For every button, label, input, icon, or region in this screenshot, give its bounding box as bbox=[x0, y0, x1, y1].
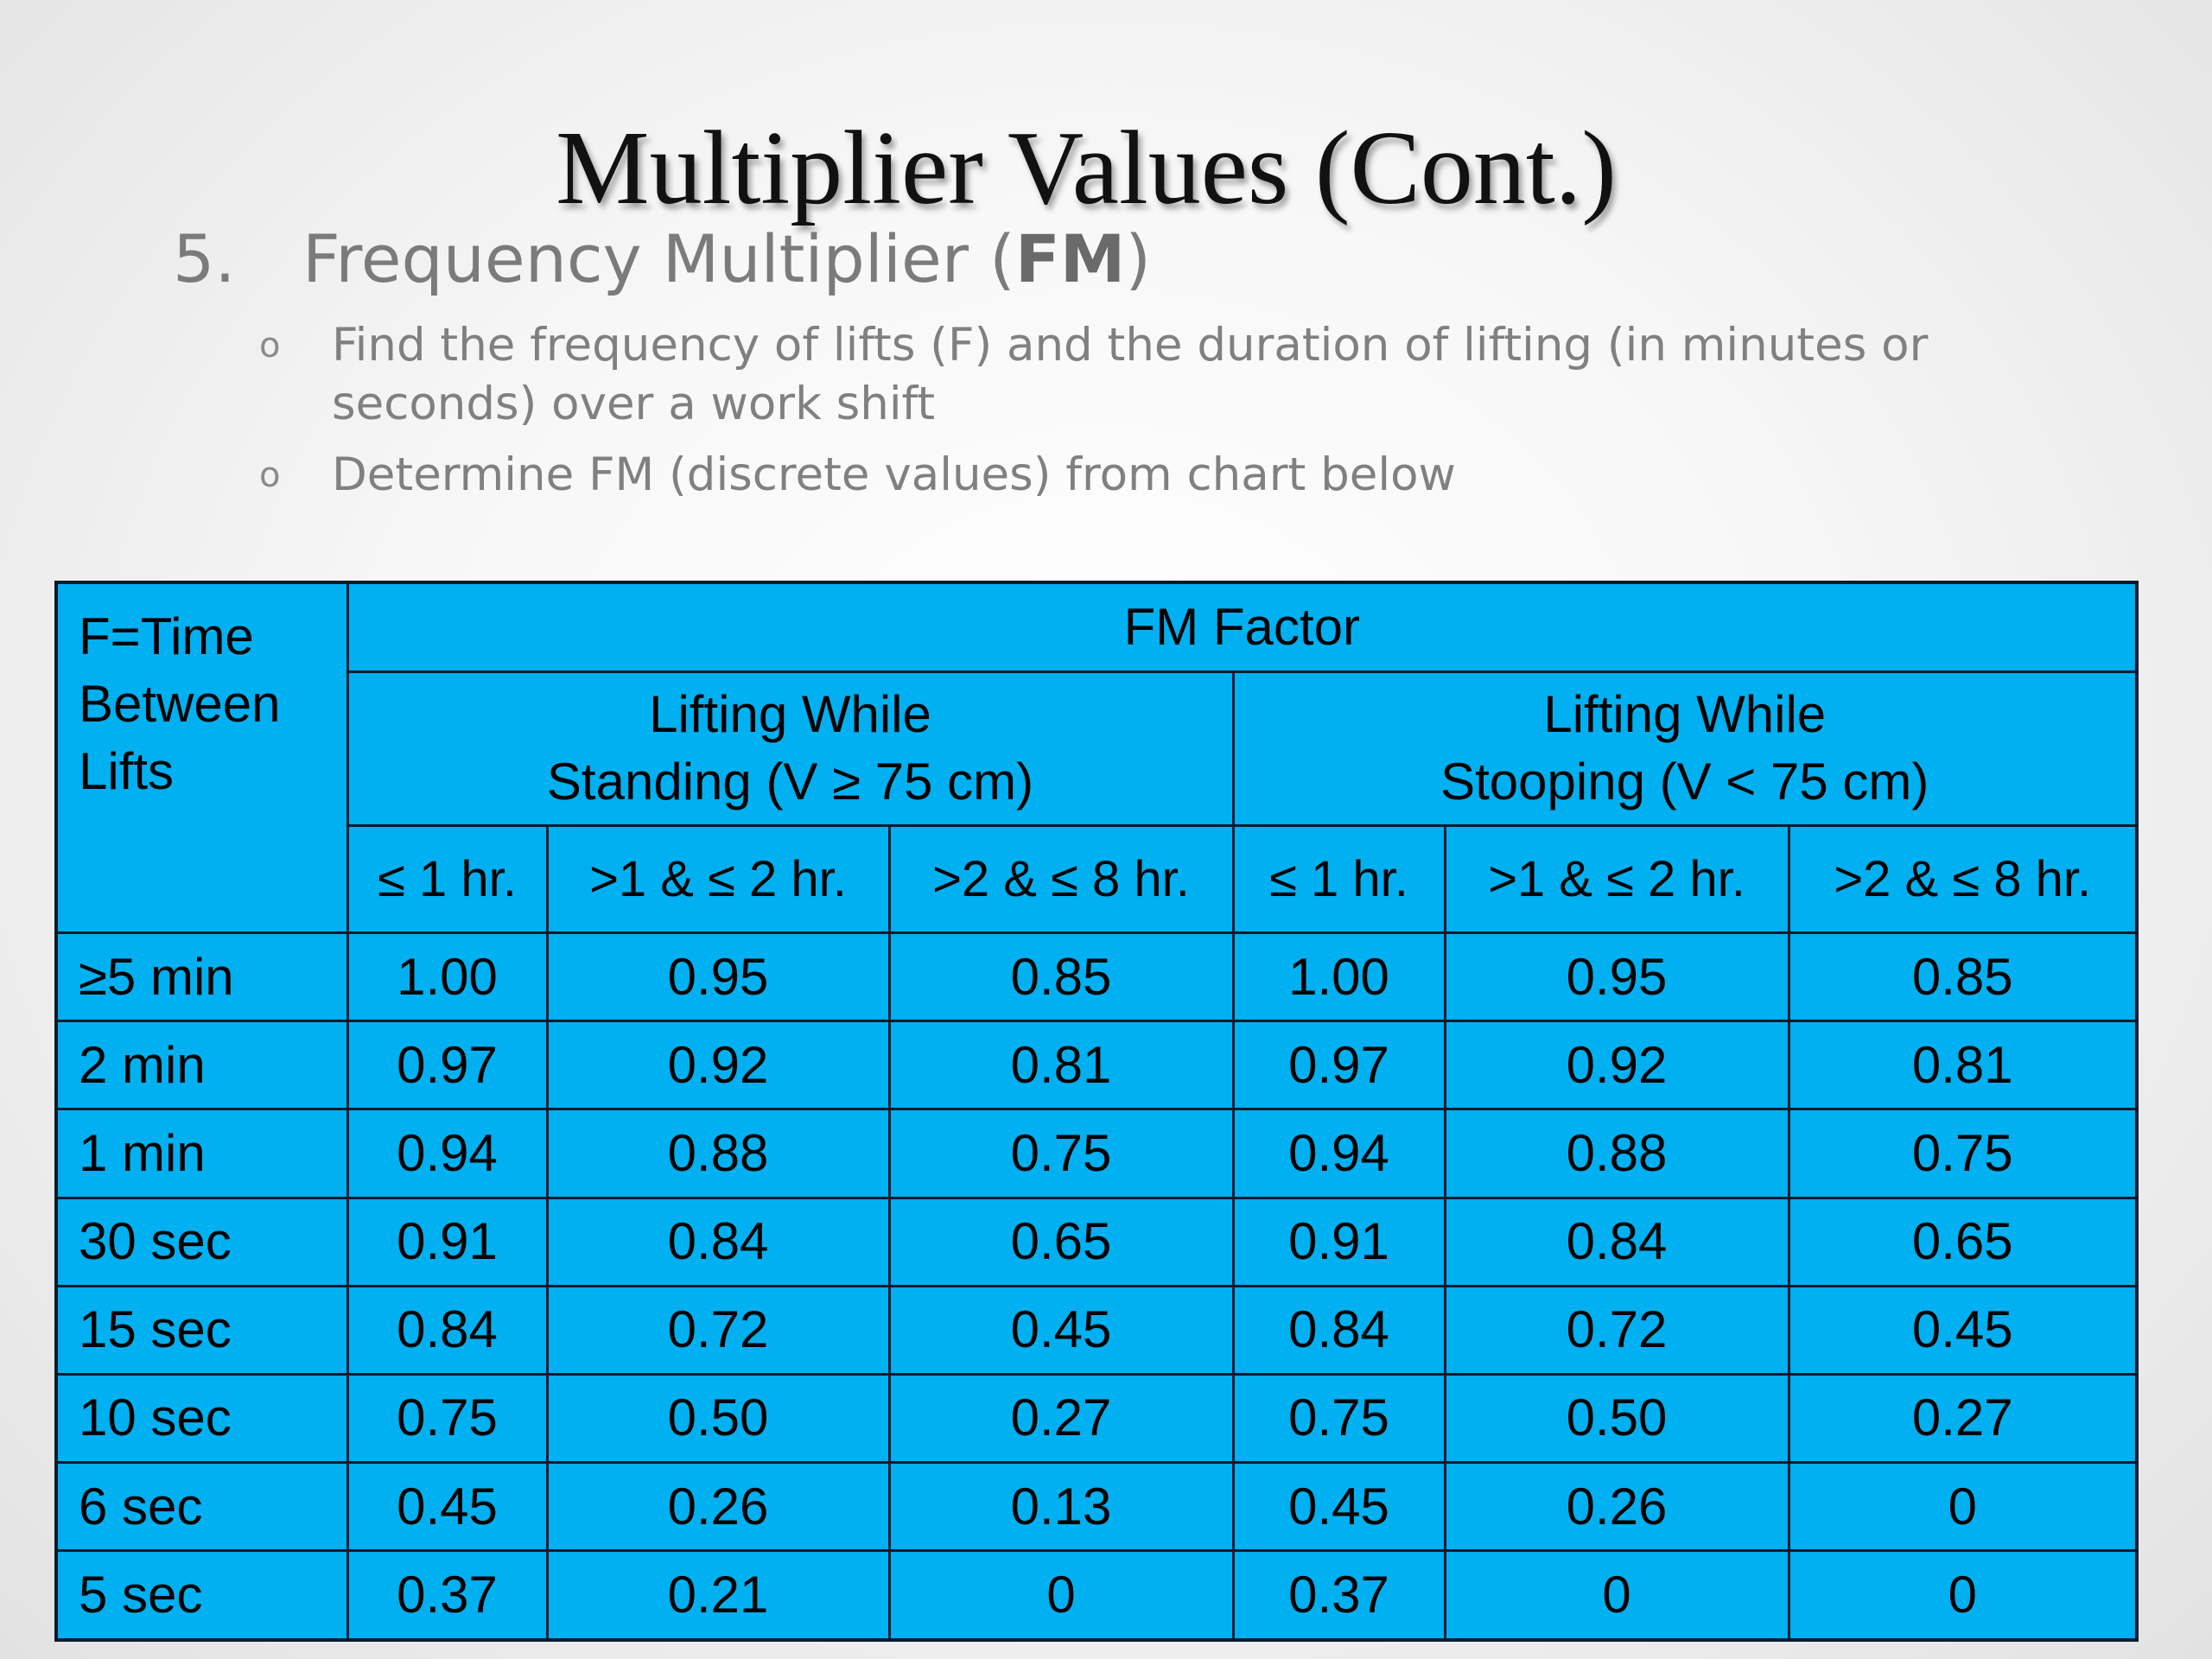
table-cell: 0.81 bbox=[1787, 1020, 2139, 1111]
table-cell: 0.85 bbox=[1787, 931, 2139, 1023]
table-cell: 0.65 bbox=[1787, 1196, 2139, 1287]
table-header-row: Lifting While Standing (V ≥ 75 cm) Lifti… bbox=[56, 670, 2139, 827]
table-cell: 0.26 bbox=[545, 1461, 891, 1553]
table-cell: 0.95 bbox=[545, 931, 891, 1023]
table-cell: 0.81 bbox=[887, 1020, 1235, 1111]
table-header-row: ≤ 1 hr. >1 & ≤ 2 hr. >2 & ≤ 8 hr. ≤ 1 hr… bbox=[56, 823, 2139, 935]
table-cell: 0.27 bbox=[887, 1372, 1235, 1465]
table-cell: 0 bbox=[1443, 1549, 1790, 1642]
table-row: 10 sec 0.75 0.50 0.27 0.75 0.50 0.27 bbox=[54, 1372, 2139, 1465]
column-header: >1 & ≤ 2 hr. bbox=[545, 823, 891, 935]
heading-number: 5. bbox=[173, 220, 236, 297]
sub-header-line: Stooping (V < 75 cm) bbox=[1440, 753, 1929, 811]
heading-text: Frequency Multiplier ( bbox=[302, 220, 1015, 297]
table-header-row: F=Time Between Lifts FM Factor bbox=[54, 581, 2139, 935]
row-label: 2 min bbox=[54, 1020, 349, 1111]
table-cell: 0.88 bbox=[545, 1108, 891, 1199]
table-cell: 0.92 bbox=[1443, 1020, 1790, 1111]
table-cell: 0.65 bbox=[887, 1196, 1235, 1287]
table-row: 6 sec 0.45 0.26 0.13 0.45 0.26 0 bbox=[54, 1461, 2139, 1553]
table-cell: 0.92 bbox=[545, 1020, 891, 1111]
group-header: FM Factor bbox=[346, 581, 2139, 673]
table-cell: 0.45 bbox=[346, 1461, 549, 1553]
table-cell: 0.91 bbox=[346, 1196, 549, 1287]
table-cell: 1.00 bbox=[346, 931, 549, 1023]
table-cell: 0.72 bbox=[545, 1284, 891, 1376]
table-cell: 0.97 bbox=[346, 1020, 549, 1111]
table-row: 30 sec 0.91 0.84 0.65 0.91 0.84 0.65 bbox=[54, 1196, 2139, 1287]
table-cell: 0.85 bbox=[887, 931, 1235, 1023]
column-header: ≤ 1 hr. bbox=[346, 823, 549, 935]
table-cell: 0.75 bbox=[1787, 1108, 2139, 1199]
table-cell: 0.75 bbox=[346, 1372, 549, 1465]
column-header: >1 & ≤ 2 hr. bbox=[1443, 823, 1790, 935]
table-cell: 0.75 bbox=[1231, 1372, 1446, 1465]
table-row: 5 sec 0.37 0.21 0 0.37 0 0 bbox=[54, 1549, 2139, 1642]
table-cell: 0.37 bbox=[1231, 1549, 1446, 1642]
table-cell: 0.45 bbox=[887, 1284, 1235, 1376]
row-label: 6 sec bbox=[54, 1461, 349, 1553]
row-label: 5 sec bbox=[54, 1549, 349, 1642]
table-cell: 0.88 bbox=[1443, 1108, 1790, 1199]
table-row: 2 min 0.97 0.92 0.81 0.97 0.92 0.81 bbox=[54, 1020, 2139, 1111]
table-row: ≥5 min 1.00 0.95 0.85 1.00 0.95 0.85 bbox=[54, 931, 2139, 1023]
table-cell: 0.91 bbox=[1231, 1196, 1446, 1287]
fm-table: F=Time Between Lifts FM Factor Lifting W… bbox=[54, 581, 2139, 1642]
table-cell: 0.84 bbox=[1231, 1284, 1446, 1376]
table-cell: 0.84 bbox=[545, 1196, 891, 1287]
table-cell: 0.84 bbox=[346, 1284, 549, 1376]
table-cell: 0.50 bbox=[545, 1372, 891, 1465]
sub-header-line: Lifting While bbox=[649, 685, 931, 744]
table-cell: 0.45 bbox=[1231, 1461, 1446, 1553]
row-label: 1 min bbox=[54, 1108, 349, 1199]
table-cell: 0.37 bbox=[346, 1549, 549, 1642]
column-header: >2 & ≤ 8 hr. bbox=[1787, 823, 2139, 935]
table-cell: 0.94 bbox=[1231, 1108, 1446, 1199]
table-cell: 0.21 bbox=[545, 1549, 891, 1642]
bullet-text: Determine FM (discrete values) from char… bbox=[332, 448, 1456, 501]
table-cell: 0 bbox=[1787, 1461, 2139, 1553]
column-header: >2 & ≤ 8 hr. bbox=[887, 823, 1235, 935]
table-cell: 0.50 bbox=[1443, 1372, 1790, 1465]
sub-header-line: Lifting While bbox=[1543, 685, 1827, 744]
sub-header-stooping: Lifting While Stooping (V < 75 cm) bbox=[1231, 670, 2139, 827]
bullet-text: Find the frequency of lifts (F) and the … bbox=[332, 319, 1929, 430]
table-cell: 0 bbox=[1787, 1549, 2139, 1642]
row-label: 10 sec bbox=[54, 1372, 349, 1465]
table-cell: 0 bbox=[887, 1549, 1235, 1642]
corner-header: F=Time Between Lifts bbox=[54, 581, 349, 935]
bullet-item: o Find the frequency of lifts (F) and th… bbox=[259, 316, 2039, 434]
heading-abbreviation: FM bbox=[1014, 220, 1126, 297]
bullet-marker-icon: o bbox=[259, 326, 281, 365]
table-cell: 0.95 bbox=[1443, 931, 1790, 1023]
section-heading: 5. Frequency Multiplier (FM) bbox=[173, 216, 1151, 302]
table-row: 1 min 0.94 0.88 0.75 0.94 0.88 0.75 bbox=[54, 1108, 2139, 1199]
slide-title: Multiplier Values (Cont.) bbox=[556, 110, 1617, 226]
table-cell: 0.45 bbox=[1787, 1284, 2139, 1376]
table-cell: 0.26 bbox=[1443, 1461, 1790, 1553]
sub-header-line: Standing (V ≥ 75 cm) bbox=[546, 753, 1034, 811]
table-cell: 0.97 bbox=[1231, 1020, 1446, 1111]
table-cell: 0.27 bbox=[1787, 1372, 2139, 1465]
bullet-item: o Determine FM (discrete values) from ch… bbox=[259, 446, 2039, 505]
row-label: 15 sec bbox=[54, 1284, 349, 1376]
table-row: 15 sec 0.84 0.72 0.45 0.84 0.72 0.45 bbox=[54, 1284, 2139, 1376]
table-cell: 1.00 bbox=[1231, 931, 1446, 1023]
table-cell: 0.84 bbox=[1443, 1196, 1790, 1287]
table-cell: 0.94 bbox=[346, 1108, 549, 1199]
table-cell: 0.75 bbox=[887, 1108, 1235, 1199]
row-label: 30 sec bbox=[54, 1196, 349, 1287]
sub-header-standing: Lifting While Standing (V ≥ 75 cm) bbox=[346, 670, 1235, 827]
column-header: ≤ 1 hr. bbox=[1231, 823, 1446, 935]
table-cell: 0.13 bbox=[887, 1461, 1235, 1553]
heading-close-paren: ) bbox=[1125, 220, 1152, 297]
bullet-marker-icon: o bbox=[259, 455, 281, 495]
table-cell: 0.72 bbox=[1443, 1284, 1790, 1376]
row-label: ≥5 min bbox=[54, 931, 349, 1023]
